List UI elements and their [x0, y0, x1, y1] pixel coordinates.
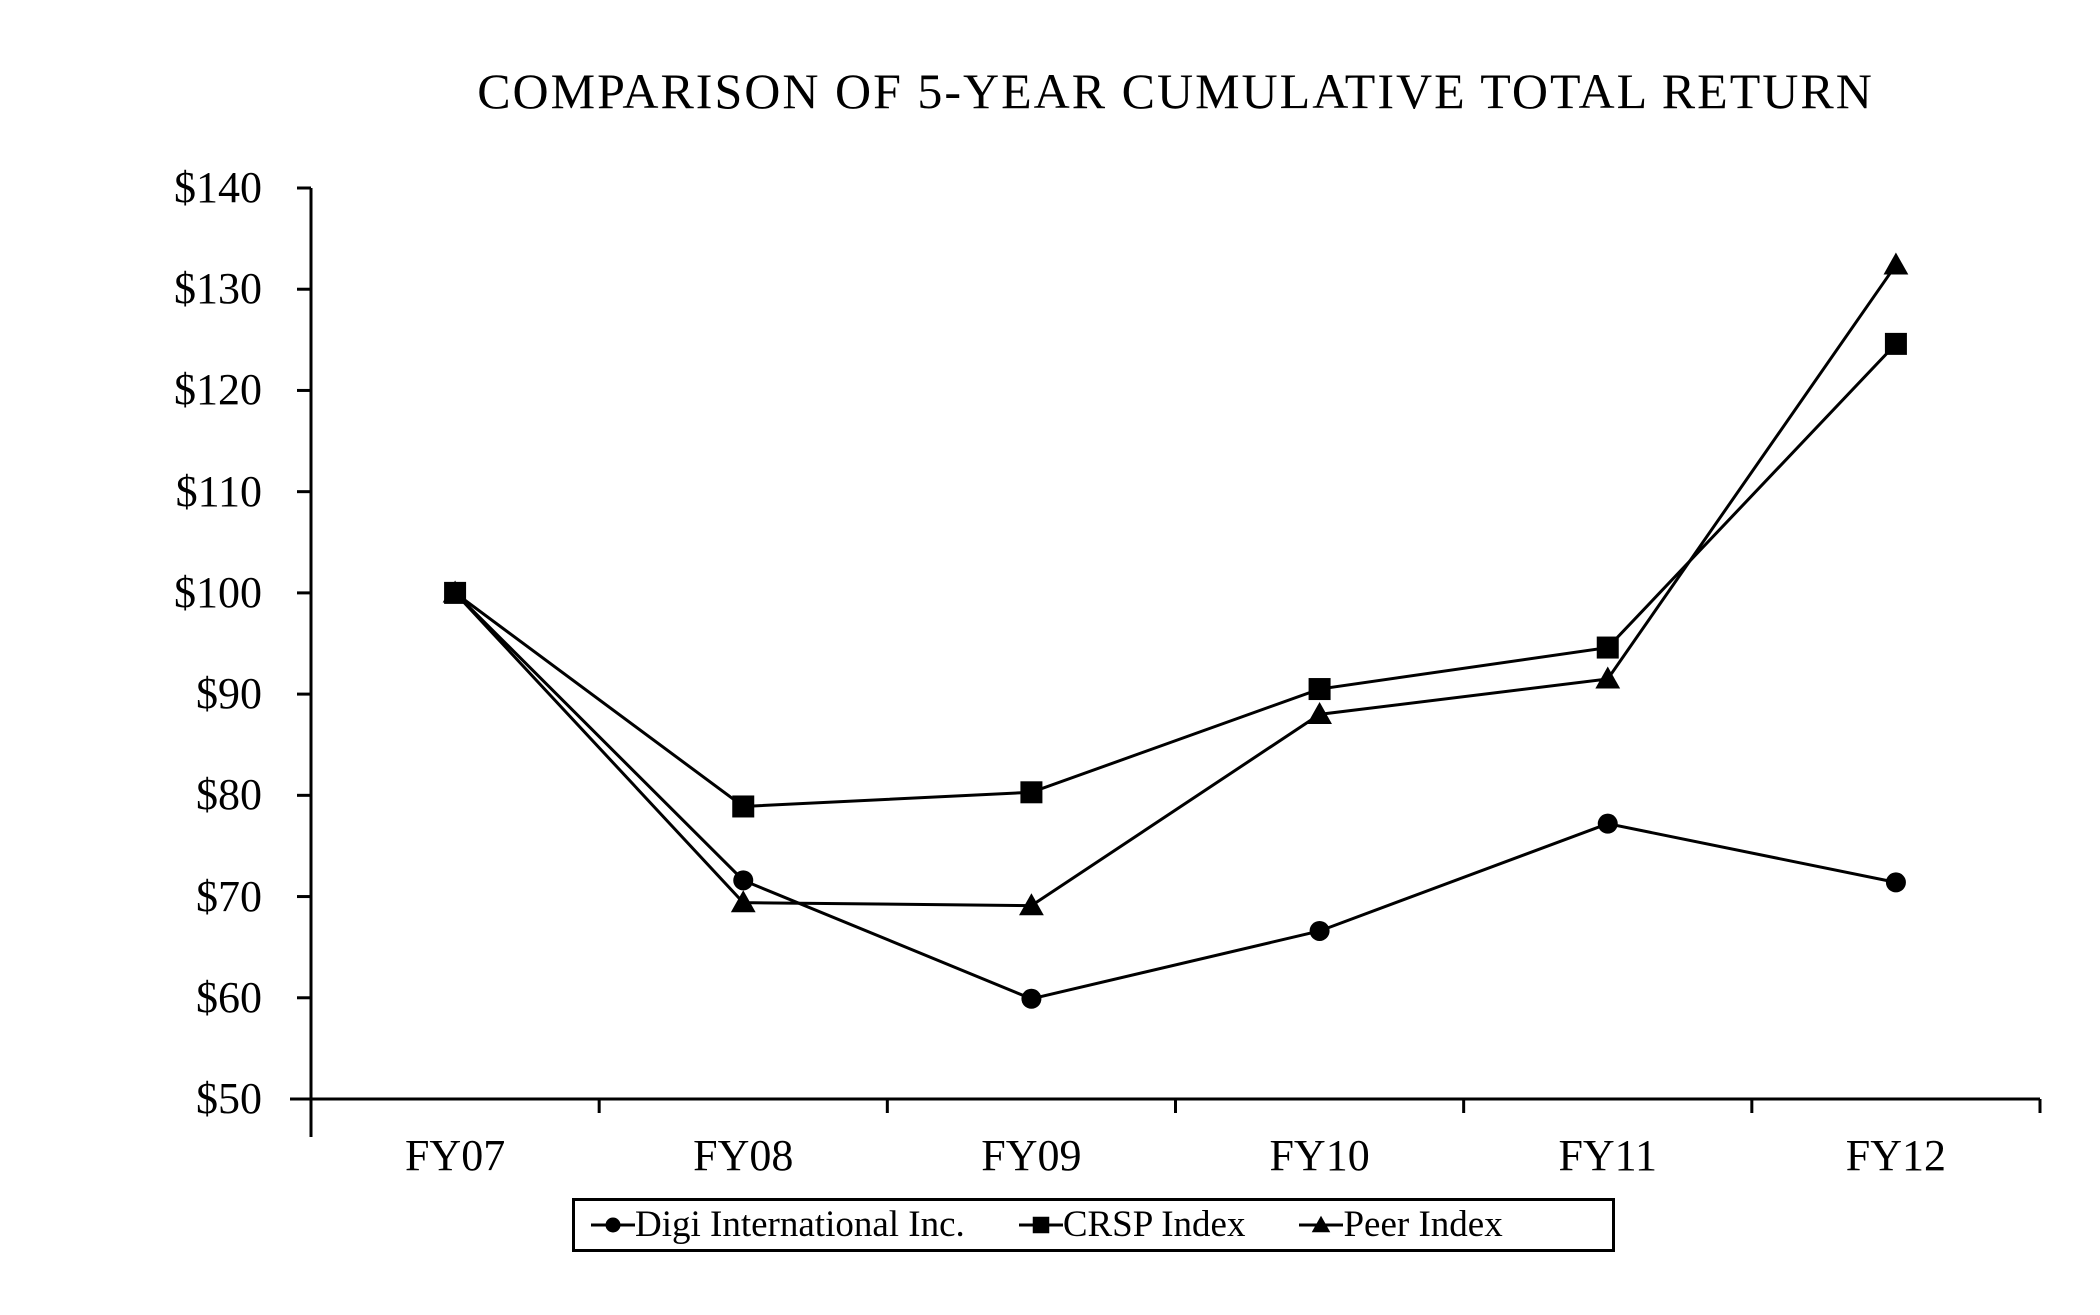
y-axis-tick-label: $140 — [174, 163, 262, 212]
chart-legend: Digi International Inc. CRSP Index Peer … — [572, 1198, 1615, 1252]
series-markers-square — [444, 332, 1907, 818]
y-axis-tick-label: $110 — [175, 466, 262, 516]
series-line-0 — [454, 591, 1897, 1001]
legend-marker-triangle-icon — [1299, 1211, 1344, 1239]
series-line-2 — [453, 264, 1898, 908]
y-axis-tick-label: $130 — [174, 264, 262, 314]
legend-label-crsp-index: CRSP Index — [1062, 1204, 1246, 1245]
x-axis-tick-label: FY07 — [404, 1131, 506, 1180]
x-axis-tick-label: FY11 — [1558, 1131, 1658, 1180]
y-axis-tick-label: $80 — [196, 770, 262, 820]
chart-title: COMPARISON OF 5-YEAR CUMULATIVE TOTAL RE… — [477, 63, 1874, 119]
y-axis-tick-label: $60 — [196, 972, 262, 1022]
y-axis-tick-label: $70 — [196, 871, 262, 921]
series-line-1 — [454, 342, 1898, 808]
series-markers-circle — [445, 582, 1906, 1009]
legend-item-digi-international: Digi International Inc. — [591, 1205, 965, 1245]
legend-label-digi-international: Digi International Inc. — [635, 1204, 965, 1245]
y-axis-tick-label: $100 — [174, 567, 262, 617]
legend-item-crsp-index: CRSP Index — [1018, 1204, 1246, 1245]
y-axis-tick-label: $50 — [196, 1074, 262, 1123]
legend-marker-circle-icon — [591, 1211, 635, 1239]
y-axis-tick-label: $120 — [174, 365, 262, 415]
axes — [290, 186, 2042, 1137]
legend-label-peer-index: Peer Index — [1343, 1204, 1503, 1245]
y-axis-tick-label: $90 — [196, 669, 262, 719]
legend-item-peer-index: Peer Index — [1299, 1204, 1503, 1245]
x-axis-tick-label: FY10 — [1269, 1131, 1370, 1180]
x-axis-tick-label: FY12 — [1845, 1131, 1947, 1180]
x-axis-tick-label: FY09 — [981, 1131, 1082, 1180]
x-axis-tick-label: FY08 — [693, 1131, 794, 1180]
legend-marker-square-icon — [1018, 1211, 1063, 1239]
